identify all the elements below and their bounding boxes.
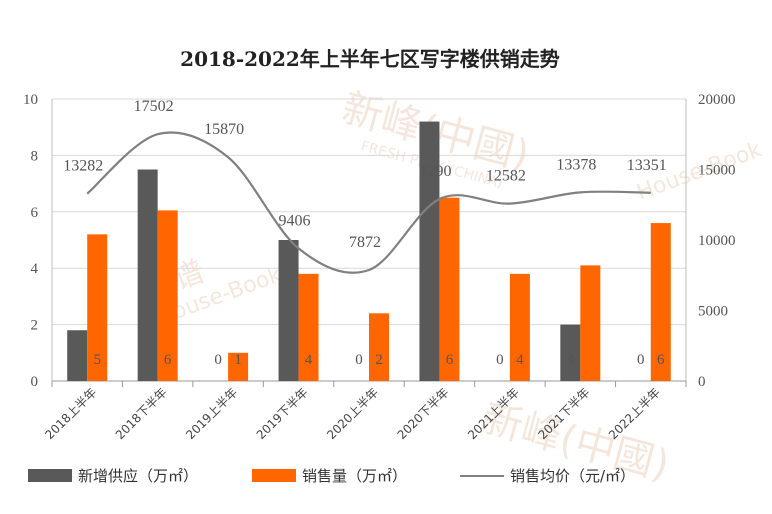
x-tick-label-2018下半年: 2018下半年 [113,385,170,442]
x-tick-label-2020下半年: 2020下半年 [395,385,452,442]
price-label-2019上半年: 15870 [204,121,244,138]
price-label-2018上半年: 13282 [63,158,103,175]
x-tick-label-2020上半年: 2020上半年 [324,385,381,442]
price-label-2021上半年: 12582 [486,168,526,185]
right-tick-0: 0 [698,374,706,390]
bar-supply-2021下半年 [560,324,581,381]
bar-sales-2021上半年 [509,273,530,381]
bar-label-sales-2021上半年: 4 [516,352,524,368]
left-tick-8: 8 [31,148,39,164]
legend: 新增供应（万㎡） 销售量（万㎡） 销售均价（元/㎡） [28,467,635,485]
price-label-2020上半年: 7872 [349,234,381,251]
price-label-2019下半年: 9406 [279,212,311,229]
legend-swatch-supply [28,469,72,482]
price-line-layer: 13282 17502 15870 9406 7872 1290 12582 13378 133… [63,98,667,274]
left-tick-6: 6 [31,205,39,221]
bar-label-sales-2020下半年: 6 [446,352,454,368]
bar-supply-2020下半年 [419,121,440,381]
bar-label-supply-2021上半年: 0 [496,352,504,368]
left-tick-4: 4 [31,261,39,277]
bar-sales-2022上半年 [650,223,671,381]
bar-sales-2020下半年 [439,197,460,381]
bar-label-supply-2019上半年: 0 [214,352,222,368]
legend-swatch-sales [252,469,296,482]
left-tick-10: 10 [23,92,38,108]
legend-label-sales: 销售量（万㎡） [302,467,407,485]
bar-label-sales-2019上半年: 1 [234,352,242,368]
right-tick-20000: 20000 [698,92,736,108]
price-label-2022上半年: 13351 [627,157,667,174]
x-tick-label-2019下半年: 2019下半年 [254,385,311,442]
right-axis-ticks: 0 5000 10000 15000 20000 [698,92,736,390]
price-series-line [86,131,651,274]
x-tick-label-2018上半年: 2018上半年 [42,385,99,442]
bar-sales-2018下半年 [157,210,178,381]
bar-label-sales-2022上半年: 6 [657,352,665,368]
bar-sales-2019上半年 [228,352,249,381]
bar-label-supply-2022上半年: 0 [637,352,645,368]
bar-supply-2018上半年 [67,330,88,381]
x-tick-label-2019上半年: 2019上半年 [183,385,240,442]
price-label-2021下半年: 13378 [556,156,596,173]
left-axis-ticks: 0 2 4 6 8 10 [23,92,39,390]
right-tick-15000: 15000 [698,163,736,179]
bar-label-supply-2020上半年: 0 [355,352,363,368]
bar-label-sales-2019下半年: 4 [305,352,313,368]
left-tick-0: 0 [31,374,39,390]
right-tick-10000: 10000 [698,233,736,249]
bar-label-sales-2018下半年: 6 [164,352,172,368]
bar-supply-2018下半年 [137,169,158,381]
left-tick-2: 2 [31,318,39,334]
bar-label-sales-2018上半年: 5 [93,352,101,368]
bar-sales-2020上半年 [369,313,389,381]
chart-title: 2018-2022年上半年七区写字楼供销走势 [180,47,560,71]
legend-label-supply: 新增供应（万㎡） [78,467,198,485]
bar-sales-2021下半年 [580,265,601,381]
bar-sales-2019下半年 [298,273,319,381]
bar-supply-2019下半年 [278,240,299,381]
price-label-2018下半年: 17502 [134,98,174,115]
price-label-2020下半年: 1290 [419,163,451,180]
bar-label-sales-2020上半年: 2 [375,352,383,368]
bar-sales-2018上半年 [87,234,108,381]
legend-label-price: 销售均价（元/㎡） [510,467,635,485]
bar-label-supply-2021下半年: 4 [567,352,575,368]
right-tick-5000: 5000 [698,304,728,320]
